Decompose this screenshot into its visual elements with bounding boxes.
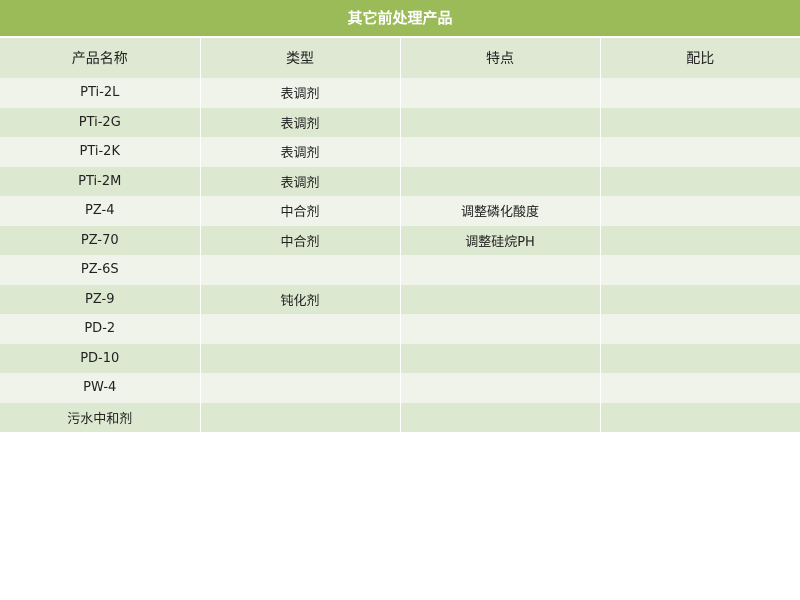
cell-feature bbox=[399, 402, 600, 432]
header-feature: 特点 bbox=[399, 38, 600, 78]
cell-name: PW-4 bbox=[0, 373, 200, 403]
cell-name: PZ-70 bbox=[0, 225, 200, 255]
table-row: PTi-2L 表调剂 bbox=[0, 78, 800, 108]
cell-type bbox=[199, 255, 400, 285]
cell-ratio bbox=[599, 373, 800, 403]
cell-type: 表调剂 bbox=[199, 137, 400, 167]
cell-name: PD-2 bbox=[0, 314, 200, 344]
table-row: PZ-6S bbox=[0, 255, 800, 285]
cell-name: PTi-2M bbox=[0, 166, 200, 196]
cell-feature: 调整磷化酸度 bbox=[399, 196, 600, 226]
cell-type: 钝化剂 bbox=[199, 284, 400, 314]
cell-ratio bbox=[599, 314, 800, 344]
cell-ratio bbox=[599, 196, 800, 226]
cell-ratio bbox=[599, 137, 800, 167]
cell-name: PZ-4 bbox=[0, 196, 200, 226]
cell-type: 中合剂 bbox=[199, 225, 400, 255]
cell-type: 中合剂 bbox=[199, 196, 400, 226]
cell-type: 表调剂 bbox=[199, 107, 400, 137]
cell-type bbox=[199, 402, 400, 432]
header-name: 产品名称 bbox=[0, 38, 200, 78]
cell-ratio bbox=[599, 107, 800, 137]
header-type: 类型 bbox=[199, 38, 400, 78]
table-row: PTi-2K 表调剂 bbox=[0, 137, 800, 167]
cell-ratio bbox=[599, 78, 800, 108]
table-row: PZ-9 钝化剂 bbox=[0, 284, 800, 314]
products-table: 产品名称 类型 特点 配比 PTi-2L 表调剂 PTi-2G 表调剂 PTi-2K 表调… bbox=[0, 38, 800, 432]
cell-type bbox=[199, 314, 400, 344]
cell-feature bbox=[399, 137, 600, 167]
table-row: PTi-2M 表调剂 bbox=[0, 166, 800, 196]
cell-feature bbox=[399, 255, 600, 285]
cell-ratio bbox=[599, 166, 800, 196]
header-row: 产品名称 类型 特点 配比 bbox=[0, 38, 800, 78]
table-row: PZ-4 中合剂 调整磷化酸度 bbox=[0, 196, 800, 226]
cell-feature bbox=[399, 284, 600, 314]
cell-name: PZ-9 bbox=[0, 284, 200, 314]
cell-type: 表调剂 bbox=[199, 78, 400, 108]
cell-name: PTi-2G bbox=[0, 107, 200, 137]
cell-ratio bbox=[599, 402, 800, 432]
cell-type bbox=[199, 343, 400, 373]
cell-feature bbox=[399, 314, 600, 344]
cell-ratio bbox=[599, 225, 800, 255]
table-row: PTi-2G 表调剂 bbox=[0, 107, 800, 137]
cell-feature bbox=[399, 107, 600, 137]
cell-name: 污水中和剂 bbox=[0, 402, 200, 432]
cell-feature bbox=[399, 166, 600, 196]
cell-feature: 调整硅烷PH bbox=[399, 225, 600, 255]
table-row: 污水中和剂 bbox=[0, 402, 800, 432]
cell-name: PZ-6S bbox=[0, 255, 200, 285]
table-row: PZ-70 中合剂 调整硅烷PH bbox=[0, 225, 800, 255]
table-row: PD-2 bbox=[0, 314, 800, 344]
cell-name: PTi-2K bbox=[0, 137, 200, 167]
cell-feature bbox=[399, 78, 600, 108]
cell-ratio bbox=[599, 255, 800, 285]
cell-ratio bbox=[599, 343, 800, 373]
table-title: 其它前处理产品 bbox=[0, 0, 800, 38]
cell-type: 表调剂 bbox=[199, 166, 400, 196]
cell-type bbox=[199, 373, 400, 403]
cell-name: PD-10 bbox=[0, 343, 200, 373]
table-row: PD-10 bbox=[0, 343, 800, 373]
table-row: PW-4 bbox=[0, 373, 800, 403]
cell-feature bbox=[399, 343, 600, 373]
cell-ratio bbox=[599, 284, 800, 314]
header-ratio: 配比 bbox=[599, 38, 800, 78]
cell-name: PTi-2L bbox=[0, 78, 200, 108]
cell-feature bbox=[399, 373, 600, 403]
